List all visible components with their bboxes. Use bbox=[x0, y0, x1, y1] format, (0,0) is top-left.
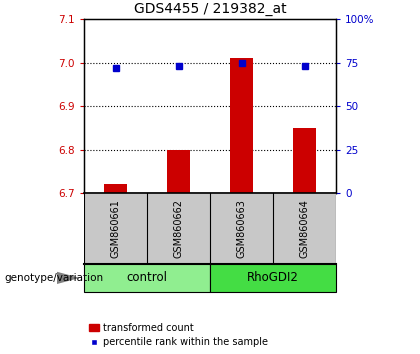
Text: GSM860661: GSM860661 bbox=[110, 199, 121, 258]
Bar bbox=[210, 264, 336, 292]
Bar bbox=[292, 128, 317, 193]
Bar bbox=[230, 58, 254, 193]
Text: RhoGDI2: RhoGDI2 bbox=[247, 272, 299, 284]
Text: GSM860662: GSM860662 bbox=[173, 199, 184, 258]
Text: genotype/variation: genotype/variation bbox=[4, 273, 103, 283]
Title: GDS4455 / 219382_at: GDS4455 / 219382_at bbox=[134, 2, 286, 16]
Text: GSM860664: GSM860664 bbox=[299, 199, 310, 258]
Bar bbox=[166, 149, 191, 193]
Text: control: control bbox=[126, 272, 168, 284]
Legend: transformed count, percentile rank within the sample: transformed count, percentile rank withi… bbox=[89, 322, 268, 347]
Bar bbox=[104, 184, 128, 193]
Text: GSM860663: GSM860663 bbox=[236, 199, 247, 258]
Bar bbox=[84, 264, 210, 292]
Polygon shape bbox=[57, 272, 80, 284]
